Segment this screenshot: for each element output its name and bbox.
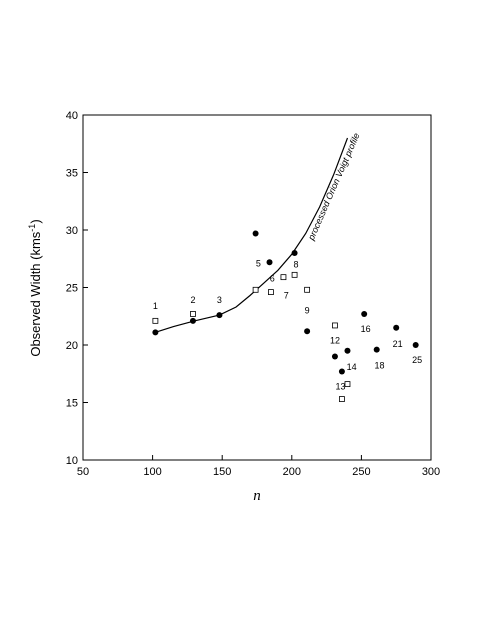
y-axis-title-main: Observed Width (kms (28, 231, 43, 356)
x-tick-label: 200 (283, 466, 301, 478)
y-tick-label: 35 (66, 168, 78, 180)
x-tick-label: 250 (352, 466, 370, 478)
data-points (152, 230, 419, 402)
y-tick-label: 30 (66, 225, 78, 237)
filled-circle-point (361, 310, 368, 317)
point-label: 21 (393, 339, 403, 349)
open-square-point (280, 274, 287, 281)
y-tick-label: 40 (66, 110, 78, 122)
x-tick-label: 150 (213, 466, 231, 478)
filled-circle-point (338, 368, 345, 375)
open-square-point (291, 271, 298, 278)
point-label: 9 (305, 306, 310, 316)
y-axis-title: Observed Width (kms-1) (27, 219, 43, 356)
point-label: 14 (347, 362, 357, 372)
filled-circle-point (152, 329, 159, 336)
point-label: 6 (270, 273, 275, 283)
open-square-point (339, 396, 345, 402)
open-square-point (252, 286, 259, 293)
x-tick-label: 300 (422, 466, 440, 478)
point-label: 16 (361, 324, 371, 334)
open-square-point (268, 289, 274, 296)
filled-circle-point (291, 250, 298, 256)
y-axis-ticks: 10 15 20 25 30 35 40 (66, 110, 88, 467)
point-label: 18 (374, 361, 384, 371)
point-label: 5 (256, 258, 261, 268)
open-square-point (304, 286, 311, 293)
filled-circle-point (393, 324, 400, 331)
filled-circle-point (331, 353, 338, 360)
x-tick-label: 100 (143, 466, 161, 478)
filled-circle-point (189, 317, 196, 324)
point-label: 1 (153, 301, 158, 311)
y-tick-label: 10 (66, 455, 78, 467)
filled-circle-point (252, 230, 259, 237)
y-axis-title-close: ) (28, 219, 43, 223)
filled-circle-point (344, 347, 351, 354)
x-tick-label: 50 (77, 466, 89, 478)
point-label: 7 (284, 291, 289, 301)
point-label: 25 (412, 355, 422, 365)
point-label: 8 (293, 260, 298, 270)
x-axis-ticks: 50 100 150 200 250 300 (77, 455, 440, 478)
filled-circle-point (304, 328, 311, 335)
curve-label: processed Orion Voigt profile (306, 132, 362, 243)
y-axis-title-sup: -1 (27, 224, 37, 232)
filled-circle-point (373, 346, 380, 353)
filled-circle-point (216, 312, 223, 319)
y-tick-label: 20 (66, 340, 78, 352)
open-square-point (344, 381, 351, 388)
y-tick-label: 15 (66, 398, 78, 410)
point-label: 3 (217, 295, 222, 305)
voigt-profile-curve (155, 137, 349, 333)
filled-circle-point (266, 259, 273, 266)
point-label: 2 (190, 295, 195, 305)
filled-circle-point (412, 342, 419, 348)
open-square-point (332, 322, 338, 329)
point-label: 13 (336, 381, 346, 391)
y-tick-label: 25 (66, 283, 78, 295)
open-square-point (190, 311, 196, 317)
point-label: 12 (330, 335, 340, 345)
x-axis-title: n (253, 488, 261, 504)
open-square-point (152, 317, 159, 324)
